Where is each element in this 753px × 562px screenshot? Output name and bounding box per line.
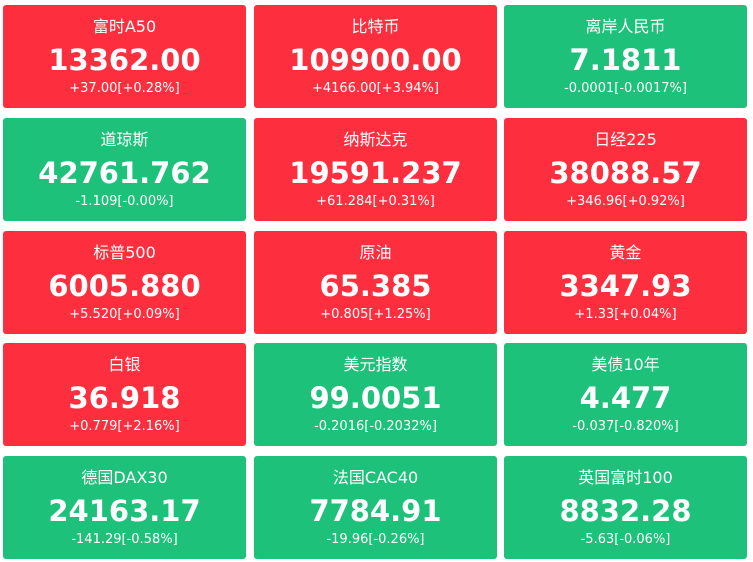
quote-tile[interactable]: 原油 65.385 +0.805[+1.25%] <box>254 230 497 334</box>
quote-tile[interactable]: 美元指数 99.0051 -0.2016[-0.2032%] <box>254 343 497 447</box>
quote-change: +1.33[+0.04%] <box>574 306 677 322</box>
quote-tile[interactable]: 离岸人民币 7.1811 -0.0001[-0.0017%] <box>504 5 747 108</box>
quote-price: 109900.00 <box>289 43 462 77</box>
quote-tile[interactable]: 黄金 3347.93 +1.33[+0.04%] <box>504 230 747 334</box>
quote-tile[interactable]: 日经225 38088.57 +346.96[+0.92%] <box>504 117 747 221</box>
quote-price: 8832.28 <box>559 494 692 529</box>
quote-price: 42761.762 <box>38 155 211 190</box>
quote-price: 24163.17 <box>48 494 201 529</box>
quote-tile[interactable]: 美债10年 4.477 -0.037[-0.820%] <box>504 343 747 447</box>
quote-change: -141.29[-0.58%] <box>71 532 178 548</box>
quote-change: +37.00[+0.28%] <box>69 81 180 96</box>
quote-change: -1.109[-0.00%] <box>75 193 174 209</box>
quote-change: -5.63[-0.06%] <box>580 532 671 548</box>
quote-price: 3347.93 <box>559 268 692 303</box>
quote-name: 离岸人民币 <box>585 17 666 36</box>
quote-price: 36.918 <box>68 381 181 416</box>
quote-name: 德国DAX30 <box>81 468 168 488</box>
quote-change: +346.96[+0.92%] <box>566 193 685 209</box>
quote-price: 13362.00 <box>48 43 201 77</box>
quote-price: 6005.880 <box>48 268 201 303</box>
quote-name: 白银 <box>108 355 141 375</box>
quote-name: 比特币 <box>351 17 400 36</box>
quote-change: -0.0001[-0.0017%] <box>564 81 687 96</box>
quote-name: 纳斯达克 <box>343 129 408 149</box>
quote-tile[interactable]: 德国DAX30 24163.17 -141.29[-0.58%] <box>3 456 246 560</box>
quote-change: +5.520[+0.09%] <box>69 306 180 322</box>
quote-price: 7784.91 <box>309 494 442 529</box>
quote-tile[interactable]: 英国富时100 8832.28 -5.63[-0.06%] <box>504 456 747 560</box>
quote-price: 7.1811 <box>569 43 682 77</box>
quote-name: 道琼斯 <box>100 129 149 149</box>
quote-change: +4166.00[+3.94%] <box>312 81 439 96</box>
quote-tile[interactable]: 道琼斯 42761.762 -1.109[-0.00%] <box>3 117 246 221</box>
quote-name: 黄金 <box>609 242 642 262</box>
quote-name: 原油 <box>359 242 392 262</box>
quote-change: -0.037[-0.820%] <box>572 419 679 435</box>
quote-change: +0.779[+2.16%] <box>69 419 180 435</box>
quote-name: 富时A50 <box>92 17 157 36</box>
quote-change: +61.284[+0.31%] <box>316 193 435 209</box>
quote-name: 标普500 <box>93 242 156 262</box>
quote-name: 法国CAC40 <box>332 468 419 488</box>
quote-tile[interactable]: 标普500 6005.880 +5.520[+0.09%] <box>3 230 246 334</box>
quote-tile[interactable]: 法国CAC40 7784.91 -19.96[-0.26%] <box>254 456 497 560</box>
quote-name: 美元指数 <box>343 355 408 375</box>
quote-name: 日经225 <box>594 129 657 149</box>
quote-tile[interactable]: 富时A50 13362.00 +37.00[+0.28%] <box>3 5 246 108</box>
quote-tile[interactable]: 纳斯达克 19591.237 +61.284[+0.31%] <box>254 117 497 221</box>
quote-price: 65.385 <box>319 268 432 303</box>
quote-price: 38088.57 <box>549 155 702 190</box>
quote-tile[interactable]: 白银 36.918 +0.779[+2.16%] <box>3 343 246 447</box>
quote-change: -0.2016[-0.2032%] <box>314 419 437 435</box>
quote-change: +0.805[+1.25%] <box>320 306 431 322</box>
quote-change: -19.96[-0.26%] <box>326 532 425 548</box>
quote-name: 英国富时100 <box>578 468 673 488</box>
quote-name: 美债10年 <box>591 355 660 375</box>
quote-price: 4.477 <box>579 381 672 416</box>
quote-price: 19591.237 <box>289 155 462 190</box>
quote-price: 99.0051 <box>309 381 442 416</box>
quote-tile[interactable]: 比特币 109900.00 +4166.00[+3.94%] <box>254 5 497 108</box>
